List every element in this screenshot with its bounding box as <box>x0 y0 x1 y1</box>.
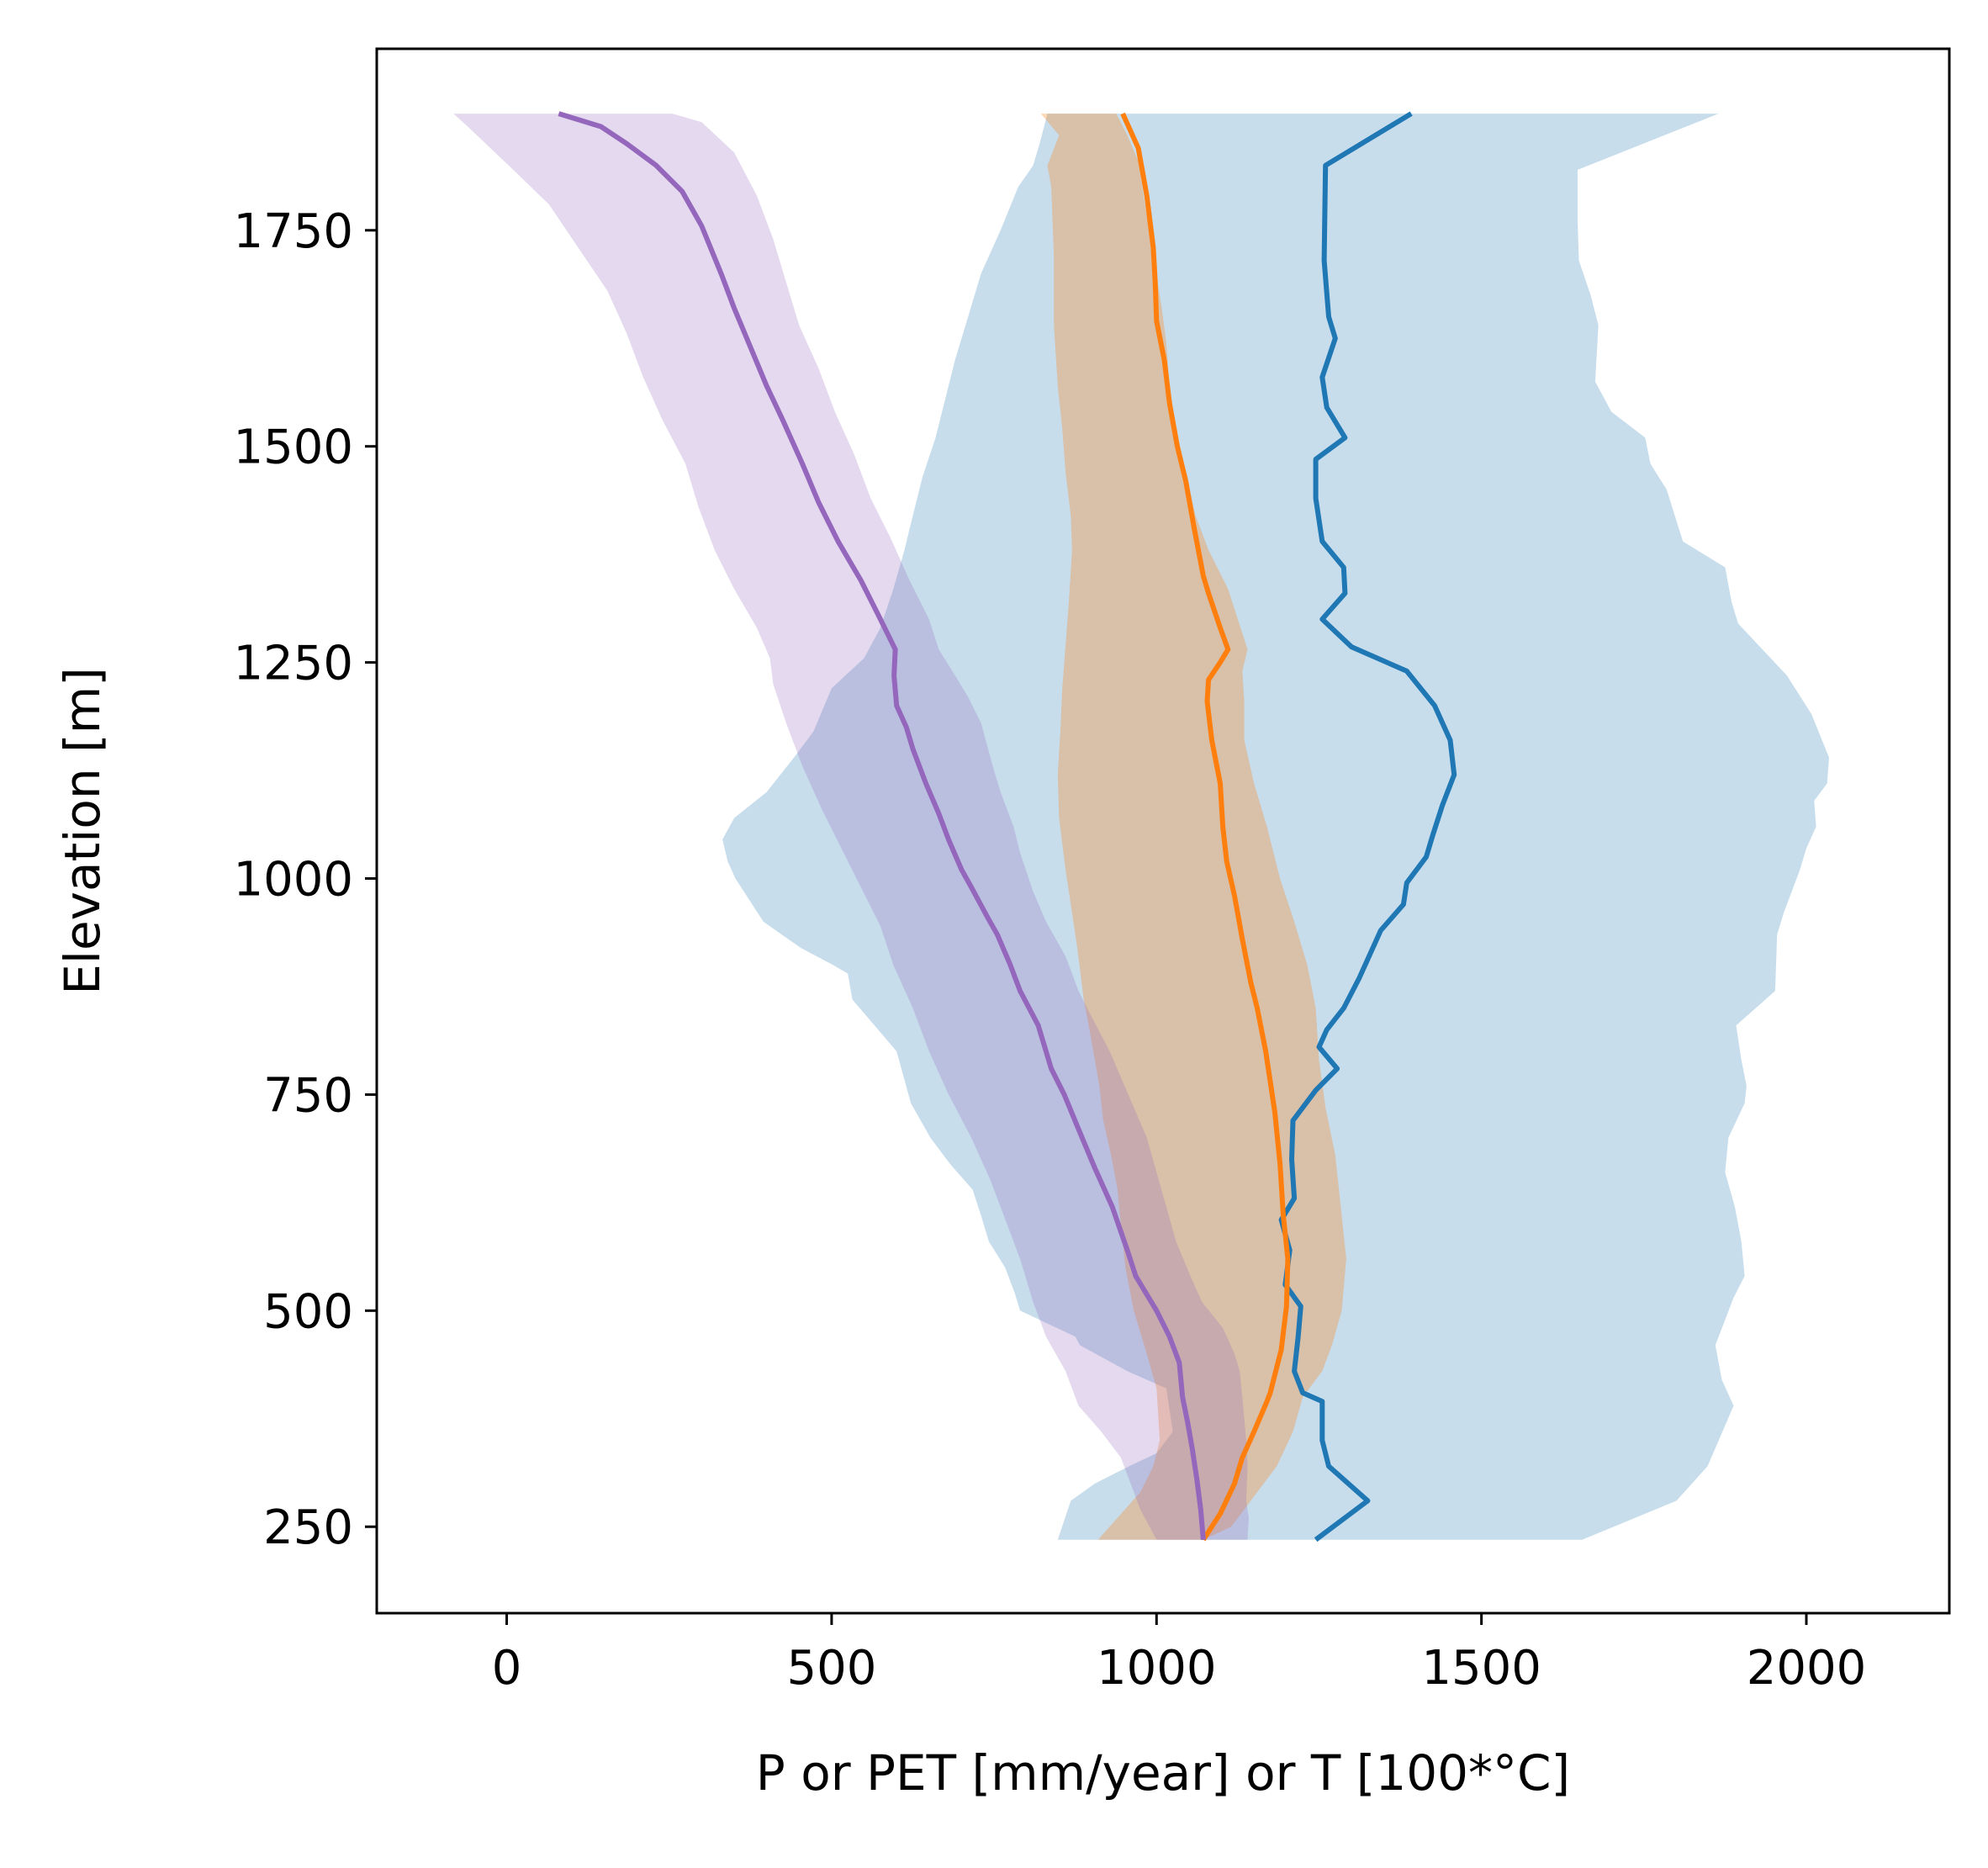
y-tick-label: 1750 <box>233 204 353 259</box>
y-tick-label: 1000 <box>233 853 353 908</box>
x-tick-label: 500 <box>786 1641 876 1696</box>
series-band-3 <box>453 114 1249 1540</box>
x-axis-ticks: 0 500 1000 1500 2000 <box>492 1613 1867 1696</box>
series-lines <box>558 111 1457 1543</box>
x-tick-label: 2000 <box>1747 1641 1867 1696</box>
x-axis-label: P or PET [mm/year] or T [100*°C] <box>756 1744 1570 1802</box>
x-tick-label: 1000 <box>1097 1641 1217 1696</box>
plot-frame <box>375 47 1951 1615</box>
y-tick-label: 500 <box>263 1284 353 1339</box>
x-tick-label: 0 <box>492 1641 522 1696</box>
y-tick-label: 1500 <box>233 421 353 475</box>
y-axis-label: Elevation [m] <box>54 667 111 995</box>
y-axis-ticks: 250 500 750 1000 1250 1500 1750 <box>233 204 377 1555</box>
series-line-3 <box>558 111 1206 1540</box>
series-band-1 <box>722 114 1829 1540</box>
y-tick-label: 750 <box>263 1068 353 1123</box>
series-bands <box>453 114 1829 1540</box>
series-line-2 <box>1120 112 1291 1542</box>
x-tick-label: 1500 <box>1421 1641 1541 1696</box>
y-tick-label: 1250 <box>233 637 353 691</box>
y-tick-label: 250 <box>263 1500 353 1555</box>
series-line-1 <box>1278 111 1457 1543</box>
series-band-2 <box>1040 114 1346 1540</box>
